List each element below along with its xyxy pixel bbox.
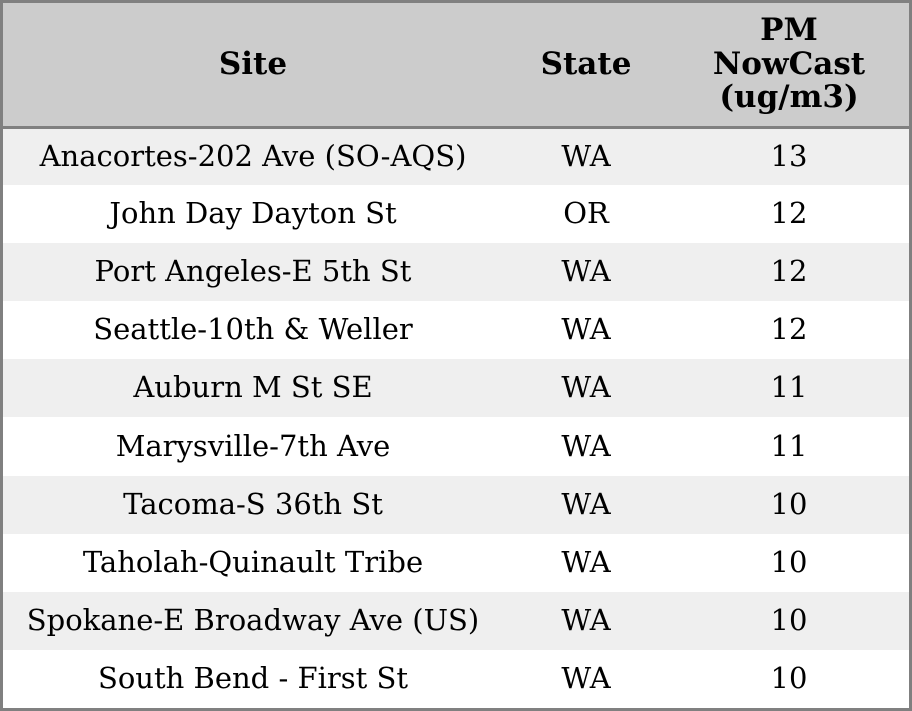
cell-site: John Day Dayton St [109,196,397,231]
cell-site: Tacoma-S 36th St [123,486,383,521]
cell-site: Seattle-10th & Weller [93,312,413,347]
cell-state: WA [561,660,611,695]
table-row: Auburn M St SE WA 11 [3,359,909,418]
cell-pm-nowcast: 12 [770,196,808,231]
cell-site: South Bend - First St [97,660,409,695]
table-body: Anacortes-202 Ave (SO-AQS) WA 13 John Da… [3,127,909,708]
cell-state: WA [561,370,611,405]
table-row: Port Angeles-E 5th St WA 12 [3,243,909,302]
cell-pm-nowcast: 12 [770,312,808,347]
table-header: Site State PM NowCast (ug/m3) [3,3,909,129]
cell-site: Auburn M St SE [133,370,373,405]
cell-pm-nowcast: 10 [770,544,808,579]
cell-pm-nowcast: 10 [770,660,808,695]
table-header-row: Site State PM NowCast (ug/m3) [3,3,909,129]
cell-pm-nowcast: 11 [770,428,808,463]
column-header-state: State [503,3,669,129]
column-header-site: Site [3,3,503,129]
cell-state: WA [561,486,611,521]
cell-pm-nowcast: 11 [770,370,808,405]
table-row: Seattle-10th & Weller WA 12 [3,301,909,360]
cell-state: WA [561,602,611,637]
cell-site: Port Angeles-E 5th St [94,254,412,289]
cell-state: OR [563,196,609,231]
cell-state: WA [561,312,611,347]
cell-state: WA [561,138,611,173]
cell-pm-nowcast: 12 [770,254,808,289]
cell-state: WA [561,544,611,579]
table-row: Marysville-7th Ave WA 11 [3,417,909,476]
cell-pm-nowcast: 10 [770,486,808,521]
column-header-pm-nowcast: PM NowCast (ug/m3) [669,3,909,129]
table-row: South Bend - First St WA 10 [3,649,909,708]
table-row: Taholah-Quinault Tribe WA 10 [3,533,909,592]
table-row: Anacortes-202 Ave (SO-AQS) WA 13 [3,127,909,186]
cell-site: Marysville-7th Ave [115,428,391,463]
cell-site: Anacortes-202 Ave (SO-AQS) [39,138,467,173]
table-row: Spokane-E Broadway Ave (US) WA 10 [3,591,909,650]
cell-site: Taholah-Quinault Tribe [82,544,424,579]
cell-state: WA [561,428,611,463]
table-row: Tacoma-S 36th St WA 10 [3,475,909,534]
table-row: John Day Dayton St OR 12 [3,185,909,244]
cell-site: Spokane-E Broadway Ave (US) [26,602,480,637]
cell-state: WA [561,254,611,289]
cell-pm-nowcast: 13 [770,138,808,173]
cell-pm-nowcast: 10 [770,602,808,637]
pm-nowcast-table: Site State PM NowCast (ug/m3) Anacortes-… [3,3,909,708]
